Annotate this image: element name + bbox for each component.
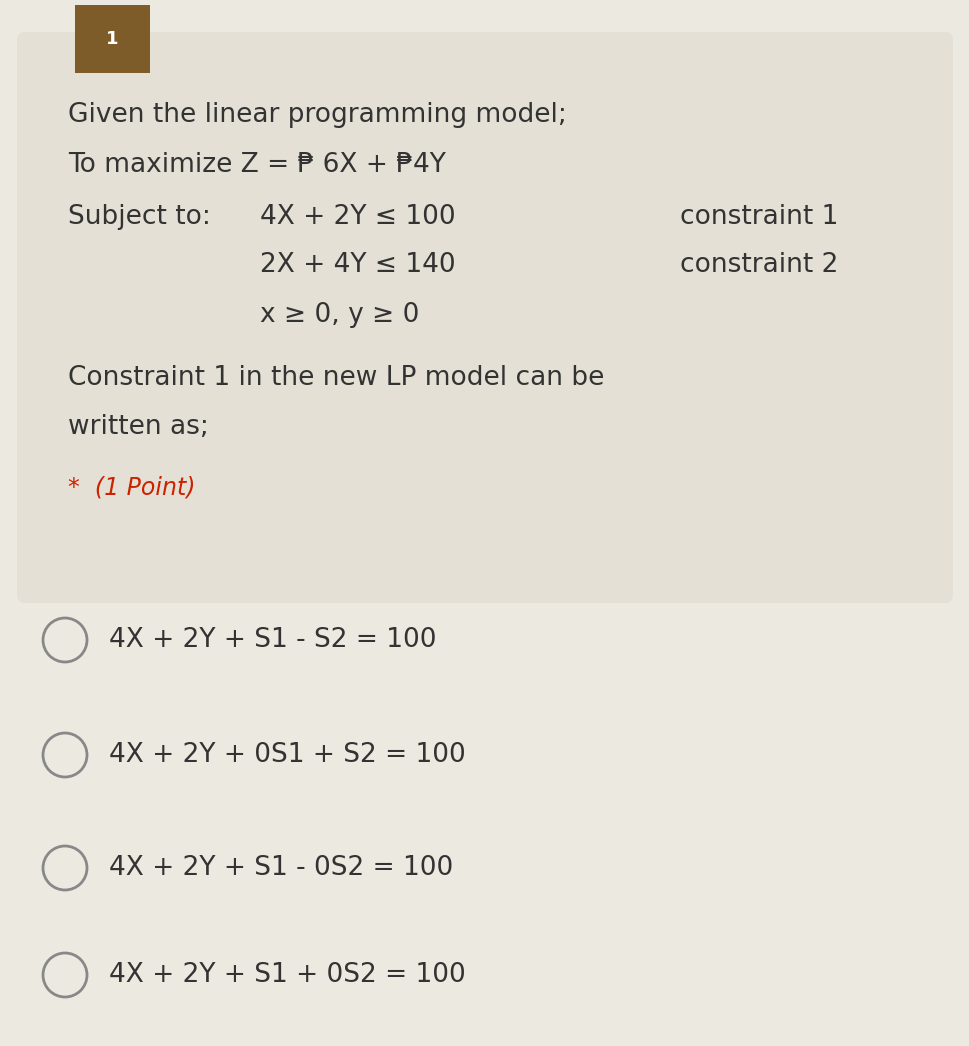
Text: 2X + 4Y ≤ 140: 2X + 4Y ≤ 140 bbox=[260, 252, 455, 278]
Text: 4X + 2Y ≤ 100: 4X + 2Y ≤ 100 bbox=[260, 204, 455, 230]
Text: Subject to:: Subject to: bbox=[68, 204, 211, 230]
Text: *  (1 Point): * (1 Point) bbox=[68, 475, 196, 499]
Text: Constraint 1 in the new LP model can be: Constraint 1 in the new LP model can be bbox=[68, 365, 605, 391]
Text: written as;: written as; bbox=[68, 414, 209, 440]
Text: 4X + 2Y + S1 + 0S2 = 100: 4X + 2Y + S1 + 0S2 = 100 bbox=[109, 962, 466, 988]
Text: 4X + 2Y + 0S1 + S2 = 100: 4X + 2Y + 0S1 + S2 = 100 bbox=[109, 742, 466, 768]
Text: 4X + 2Y + S1 - S2 = 100: 4X + 2Y + S1 - S2 = 100 bbox=[109, 627, 436, 653]
Text: constraint 1: constraint 1 bbox=[680, 204, 838, 230]
Text: Given the linear programming model;: Given the linear programming model; bbox=[68, 103, 567, 128]
Bar bbox=[75, 5, 150, 73]
Text: To maximize Z = ₱ 6X + ₱4Y: To maximize Z = ₱ 6X + ₱4Y bbox=[68, 152, 446, 178]
Text: 4X + 2Y + S1 - 0S2 = 100: 4X + 2Y + S1 - 0S2 = 100 bbox=[109, 855, 453, 881]
Text: 1: 1 bbox=[107, 30, 119, 48]
FancyBboxPatch shape bbox=[17, 32, 953, 602]
Text: constraint 2: constraint 2 bbox=[680, 252, 838, 278]
Text: x ≥ 0, y ≥ 0: x ≥ 0, y ≥ 0 bbox=[260, 302, 420, 328]
